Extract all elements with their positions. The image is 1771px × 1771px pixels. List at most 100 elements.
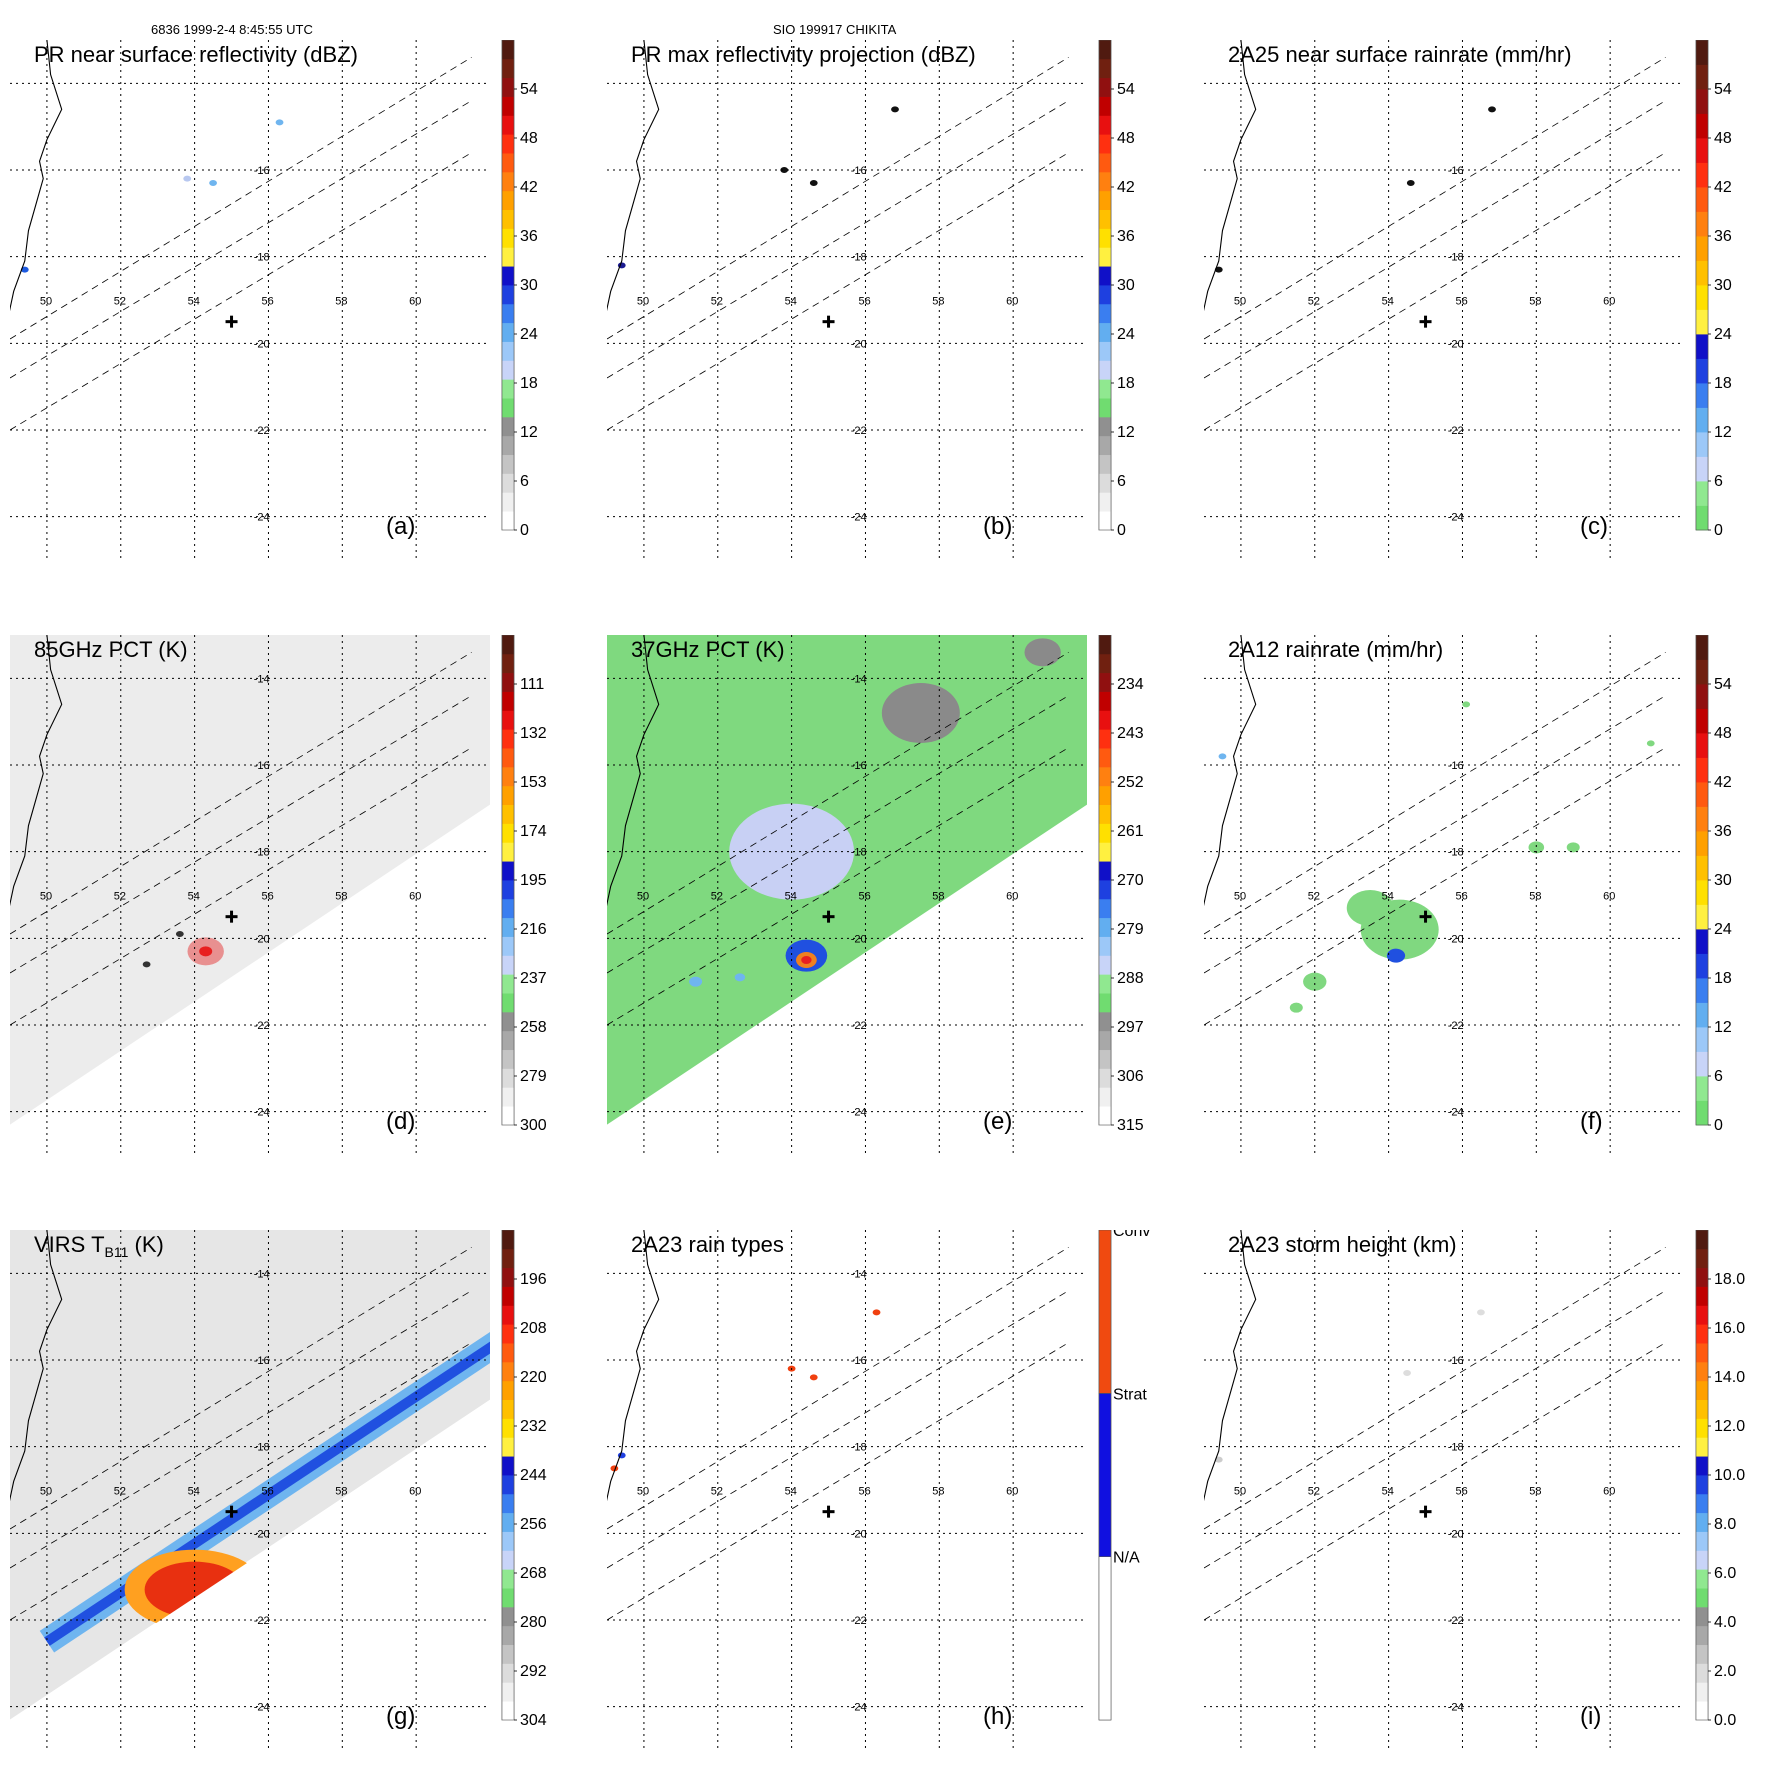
lon-label: 60 [1006, 1485, 1018, 1497]
colorbar-segment [1696, 481, 1708, 506]
colorbar-segment [1696, 236, 1708, 261]
colorbar-label: 54 [1714, 676, 1732, 693]
colorbar-label: 132 [520, 725, 547, 742]
pr-swath-edge [1204, 100, 1666, 379]
colorbar-label: 4.0 [1714, 1614, 1736, 1631]
colorbar-label: 8.0 [1714, 1516, 1736, 1533]
lon-label: 58 [1529, 890, 1541, 902]
lon-label: 54 [188, 1485, 200, 1497]
pr-swath-edge [1204, 1290, 1666, 1569]
pr-swath-edge [607, 100, 1069, 379]
lat-label: -18 [851, 1442, 867, 1454]
lat-label: -20 [1448, 338, 1464, 350]
header-left: 6836 1999-2-4 8:45:55 UTC [151, 22, 313, 37]
colorbar-segment [1696, 89, 1708, 114]
colorbar-segment [1696, 1027, 1708, 1052]
colorbar-segment [1696, 1286, 1708, 1306]
colorbar-segment [1099, 936, 1111, 956]
pr-swath-edge [607, 1290, 1069, 1569]
colorbar-segment [502, 285, 514, 305]
data-feature [142, 961, 151, 968]
colorbar-segment [1099, 861, 1111, 881]
panel-title: 2A23 rain types [631, 1232, 784, 1257]
pr-swath-edge [10, 56, 472, 340]
lat-label: -22 [1448, 425, 1464, 437]
colorbar-h: N/A Strat Conv [1098, 1230, 1150, 1721]
colorbar-label: 258 [520, 1019, 547, 1036]
colorbar-segment [1696, 64, 1708, 90]
colorbar-segment [502, 1049, 514, 1069]
colorbar-label: 12.0 [1714, 1418, 1745, 1435]
panel-title: 2A25 near surface rainrate (mm/hr) [1228, 42, 1572, 67]
colorbar-segment [1098, 1556, 1112, 1721]
colorbar-segment [1099, 1106, 1111, 1126]
data-feature [1346, 890, 1394, 926]
colorbar-segment [1696, 1569, 1708, 1589]
colorbar-segment [502, 190, 514, 211]
colorbar-label: 24 [1714, 326, 1732, 343]
colorbar-segment [1696, 1051, 1708, 1077]
colorbar-segment [1696, 1475, 1708, 1495]
colorbar-segment [1696, 1343, 1708, 1363]
data-feature [183, 175, 192, 182]
colorbar-segment [502, 1286, 514, 1306]
map-area: 50 52 54 56 58 60 -16 -18 -20 -22 -24 [10, 40, 490, 560]
colorbar-segment [1696, 211, 1708, 237]
colorbar-label: N/A [1113, 1550, 1140, 1567]
colorbar-segment [1099, 115, 1111, 135]
lon-label: 56 [261, 890, 273, 902]
lat-label: -24 [851, 1702, 867, 1714]
colorbar-segment [1099, 635, 1111, 655]
lon-label: 50 [40, 295, 52, 307]
colorbar-label: 306 [1117, 1068, 1144, 1085]
colorbar-segment [1099, 1049, 1111, 1069]
colorbar-segment [1099, 974, 1111, 994]
colorbar-segment [502, 1380, 514, 1401]
colorbar-segment [502, 322, 514, 342]
lat-label: -16 [851, 1355, 867, 1367]
colorbar-label: 54 [1117, 81, 1135, 98]
lat-label: -20 [254, 338, 270, 350]
colorbar-label: Strat [1113, 1386, 1147, 1403]
colorbar-segment [502, 303, 514, 324]
colorbar-segment [1099, 1068, 1111, 1088]
colorbar-segment [1696, 806, 1708, 832]
lat-label: -20 [851, 1528, 867, 1540]
colorbar-segment [1099, 303, 1111, 324]
colorbar-segment [502, 785, 514, 806]
colorbar-segment [1696, 334, 1708, 359]
data-feature [1403, 1370, 1411, 1376]
colorbar-segment [1696, 1100, 1708, 1126]
data-feature [801, 956, 812, 964]
colorbar-label: 196 [520, 1271, 547, 1288]
colorbar-label: 36 [520, 228, 538, 245]
colorbar-label: 18 [520, 375, 538, 392]
colorbar-segment [502, 1437, 514, 1457]
map-area: 50 52 54 56 58 60 -14 -16 -18 -20 -22 -24 [10, 1230, 490, 1750]
colorbar-segment [1696, 162, 1708, 188]
colorbar-f: 0 6 12 18 24 30 36 42 48 54 [1695, 635, 1732, 1134]
storm-center-mark [822, 315, 835, 328]
colorbar-segment [502, 1305, 514, 1325]
coastline [607, 1230, 660, 1502]
map-area: 50 52 54 56 58 60 -16 -18 -20 -22 -24 [1204, 40, 1684, 560]
pr-swath-edge [1204, 1246, 1666, 1530]
colorbar-segment [1099, 285, 1111, 305]
panel-label: (f) [1580, 1108, 1603, 1135]
colorbar-label: 232 [520, 1418, 547, 1435]
colorbar-segment [1099, 416, 1111, 437]
colorbar-segment [502, 379, 514, 399]
colorbar-segment [1099, 454, 1111, 474]
lon-label: 52 [711, 890, 723, 902]
lon-label: 52 [114, 1485, 126, 1497]
colorbar-label: 36 [1714, 228, 1732, 245]
colorbar-segment [1696, 635, 1708, 660]
colorbar-segment [1099, 40, 1111, 60]
colorbar-segment [1696, 1512, 1708, 1532]
lon-label: 52 [1308, 890, 1320, 902]
panel-label: (a) [386, 513, 415, 540]
colorbar-label: 42 [1714, 774, 1732, 791]
colorbar-segment [502, 635, 514, 655]
colorbar-label: Conv [1113, 1230, 1150, 1240]
colorbar-label: 30 [520, 277, 538, 294]
